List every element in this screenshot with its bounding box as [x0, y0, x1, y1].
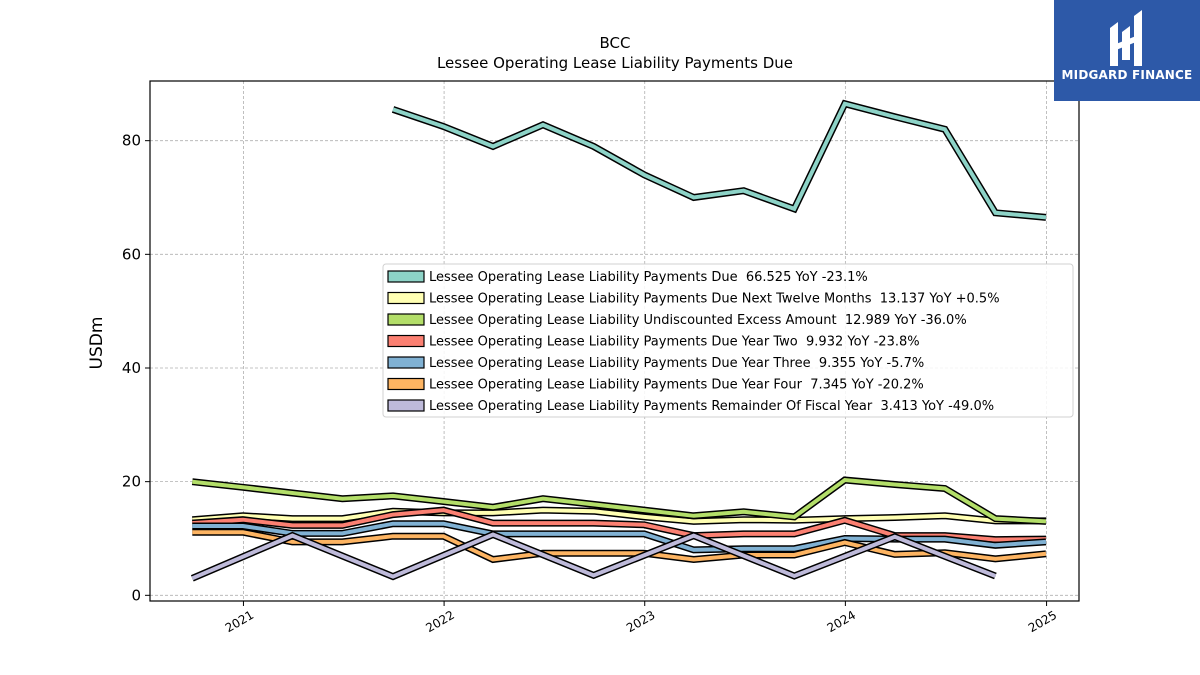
- chart-title: BCC: [600, 34, 631, 52]
- plot-frame: [149, 80, 1080, 602]
- legend-entry: Lessee Operating Lease Liability Payment…: [429, 292, 1000, 307]
- legend: Lessee Operating Lease Liability Payment…: [382, 263, 1074, 418]
- x-tick-label: 2022: [423, 608, 456, 635]
- legend-entry: Lessee Operating Lease Liability Payment…: [429, 356, 924, 371]
- x-tick-label: 2023: [624, 608, 657, 635]
- legend-swatch: [387, 334, 425, 348]
- y-tick-label: 60: [122, 245, 141, 263]
- y-tick-label: 80: [122, 132, 141, 150]
- legend-swatch: [387, 313, 425, 326]
- x-tick-label: 2021: [223, 608, 256, 635]
- series-line-7: [190, 530, 997, 582]
- legend-entry: Lessee Operating Lease Liability Payment…: [429, 335, 920, 350]
- legend-swatch: [387, 399, 425, 412]
- y-axis-label: USDm: [87, 317, 107, 370]
- legend-box: [382, 263, 1074, 418]
- series-line-3: [191, 476, 1047, 525]
- legend-entry: Lessee Operating Lease Liability Payment…: [429, 378, 924, 393]
- brand-name: MIDGARD FINANCE: [1061, 68, 1193, 82]
- chart-subtitle: Lessee Operating Lease Liability Payment…: [437, 54, 793, 72]
- legend-swatch: [387, 291, 425, 305]
- x-tick-label: 2025: [1026, 608, 1059, 635]
- legend-entry: Lessee Operating Lease Liability Payment…: [429, 270, 868, 285]
- legend-swatch: [387, 356, 425, 369]
- series-line-4: [192, 506, 1047, 544]
- x-tick-label: 2024: [825, 608, 858, 635]
- series-line-2: [192, 506, 1046, 525]
- series-line-1: [391, 99, 1047, 221]
- y-tick-label: 40: [122, 359, 141, 377]
- brand-logo: MIDGARD FINANCE: [1054, 0, 1200, 101]
- series-line-6: [192, 528, 1047, 564]
- legend-entry: Lessee Operating Lease Liability Undisco…: [429, 313, 967, 328]
- y-tick-label: 20: [122, 473, 141, 491]
- legend-swatch: [387, 270, 425, 283]
- y-tick-label: 0: [131, 586, 141, 604]
- legend-swatch: [387, 377, 425, 391]
- legend-entry: Lessee Operating Lease Liability Payment…: [429, 399, 994, 414]
- series-layer: [190, 99, 1047, 582]
- midgard-logo-icon: [1110, 10, 1142, 66]
